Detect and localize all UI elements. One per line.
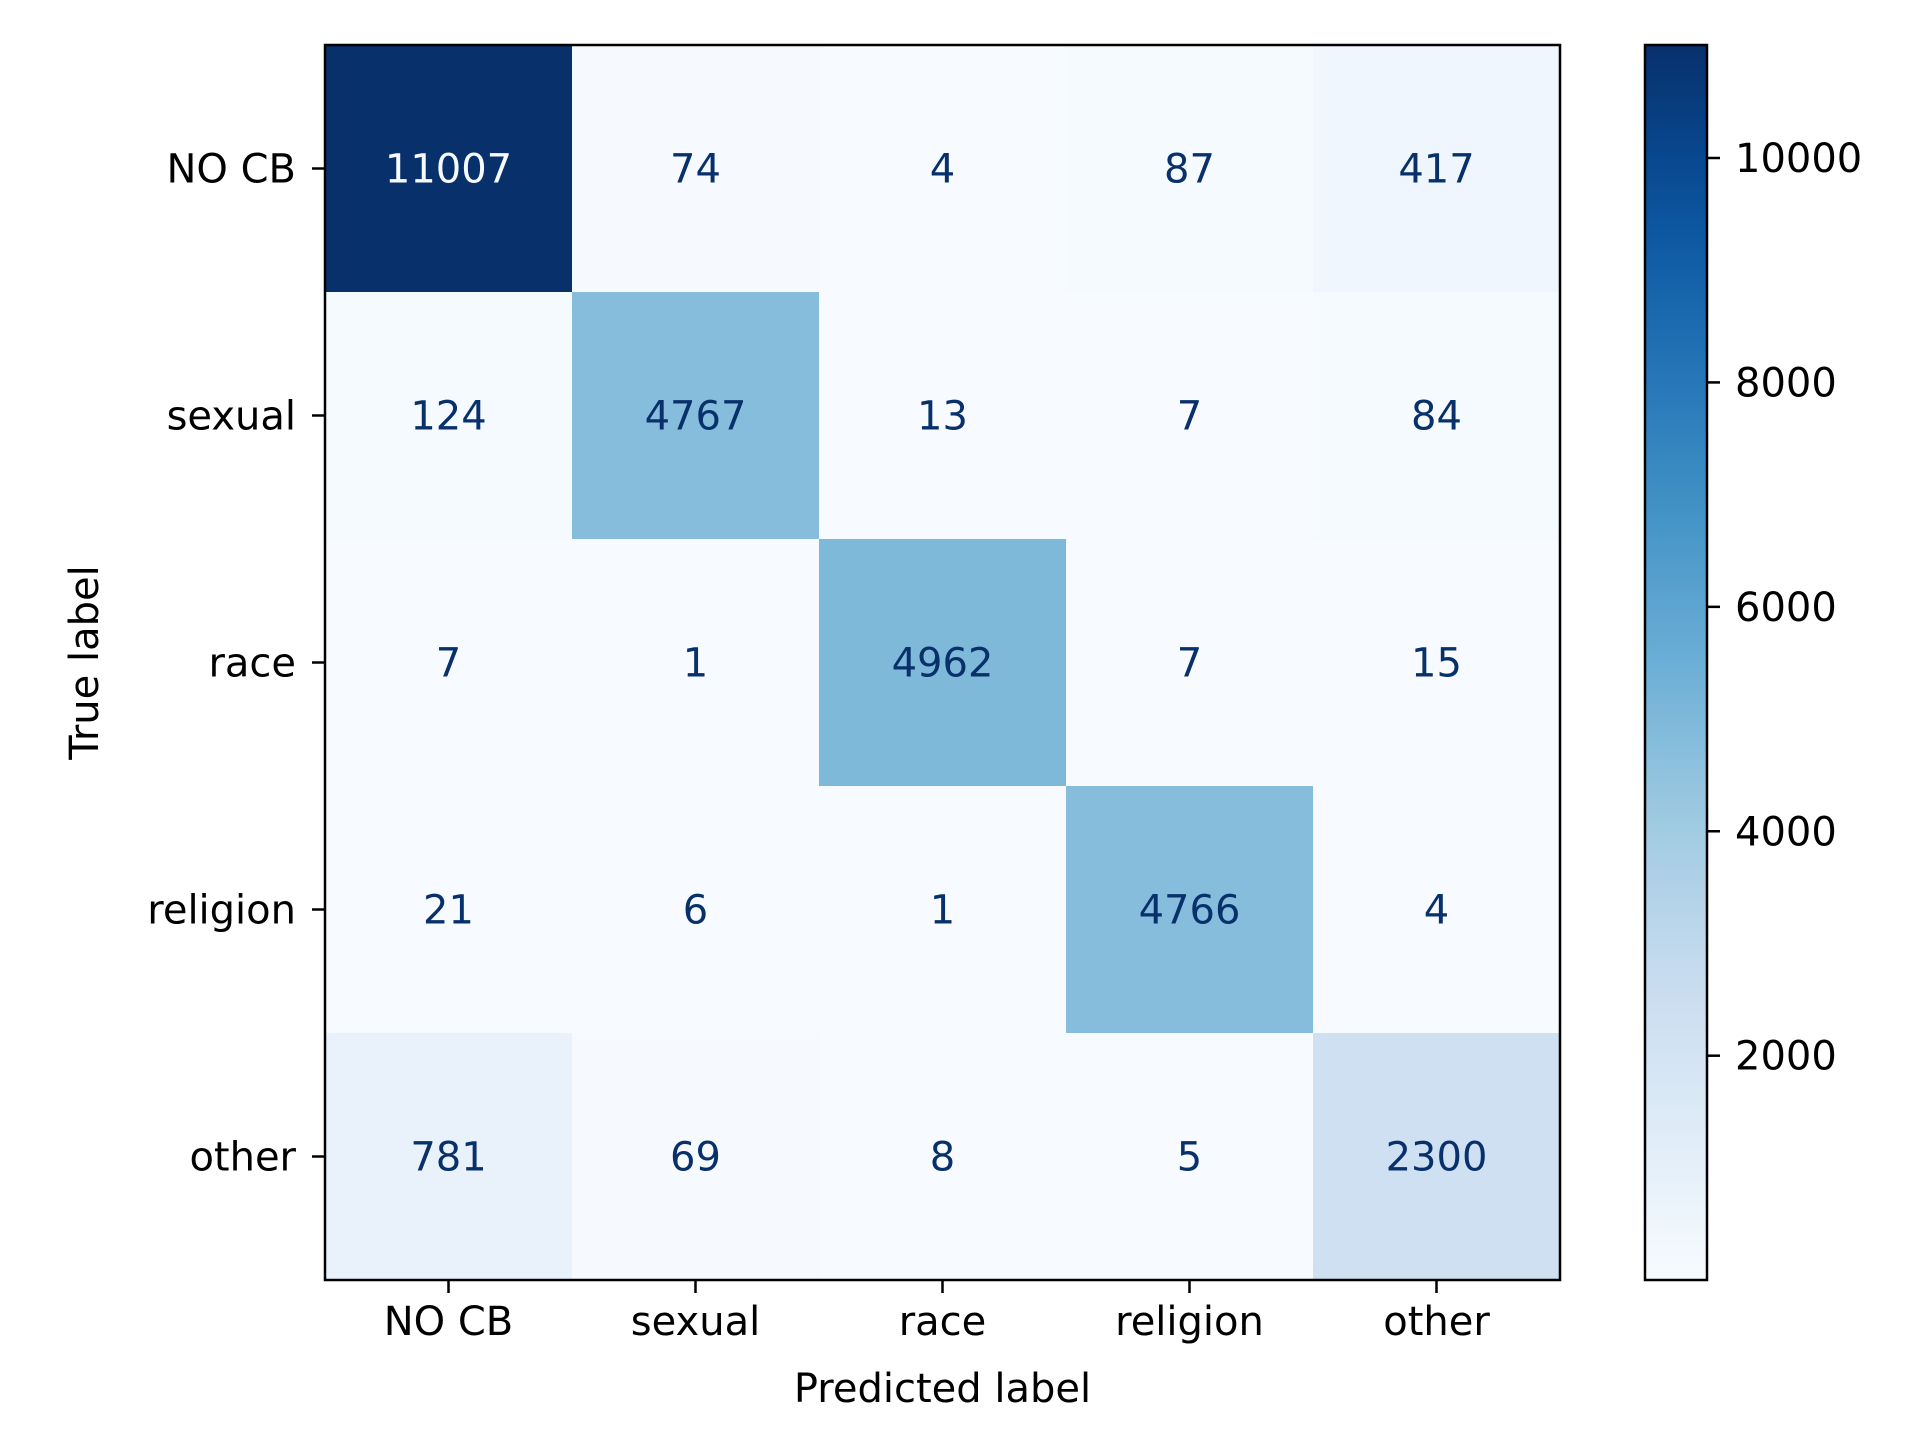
colorbar-tick-label: 2000 <box>1735 1034 1837 1080</box>
y-tick-label: other <box>189 1135 296 1181</box>
y-tick-label: sexual <box>167 394 296 440</box>
cell-value-label: 1 <box>683 641 708 687</box>
heatmap-cell <box>1066 1033 1314 1281</box>
heatmap-cell <box>1066 539 1314 787</box>
y-tick-label: race <box>208 641 296 687</box>
heatmap-cell <box>819 45 1067 293</box>
y-axis-label: True label <box>62 565 108 760</box>
heatmap-cell <box>572 45 820 293</box>
x-axis-ticks: NO CB sexual race religion other <box>384 1280 1490 1345</box>
heatmap-cell <box>1313 539 1561 787</box>
x-tick-label: race <box>899 1299 987 1345</box>
cell-value-label: 15 <box>1411 641 1462 687</box>
cell-value-label: 69 <box>670 1135 721 1181</box>
x-axis-label: Predicted label <box>794 1366 1091 1412</box>
cell-value-label: 11007 <box>385 147 512 193</box>
cell-value-label: 417 <box>1398 147 1474 193</box>
colorbar: 2000 4000 6000 8000 10000 <box>1643 43 1862 1282</box>
heatmap-cell <box>1066 786 1314 1034</box>
cell-value-label: 7 <box>436 641 461 687</box>
heatmap-cell <box>819 1033 1067 1281</box>
cell-value-label: 4767 <box>645 394 747 440</box>
cell-value-label: 74 <box>670 147 721 193</box>
heatmap-cell <box>819 539 1067 787</box>
x-tick-label: religion <box>1115 1299 1264 1345</box>
heatmap-cell <box>572 786 820 1034</box>
cell-value-label: 781 <box>410 1135 486 1181</box>
cell-value-label: 87 <box>1164 147 1215 193</box>
cell-value-label: 124 <box>410 394 486 440</box>
cell-value-label: 4962 <box>892 641 994 687</box>
cell-value-label: 6 <box>683 888 708 934</box>
heatmap-cell <box>325 539 573 787</box>
heatmap-cell <box>572 292 820 540</box>
colorbar-tick-label: 6000 <box>1735 585 1837 631</box>
cell-value-label: 84 <box>1411 394 1462 440</box>
cell-value-label: 8 <box>930 1135 955 1181</box>
colorbar-gradient <box>1643 43 1709 1282</box>
heatmap-cell <box>325 786 573 1034</box>
cell-value-label: 4 <box>930 147 955 193</box>
x-tick-label: sexual <box>631 1299 760 1345</box>
cell-value-label: 4766 <box>1139 888 1241 934</box>
heatmap-cell <box>1313 786 1561 1034</box>
cell-value-label: 7 <box>1177 641 1202 687</box>
heatmap-cell <box>325 45 573 293</box>
colorbar-tick-label: 10000 <box>1735 136 1862 182</box>
cell-value-label: 1 <box>930 888 955 934</box>
heatmap-cell <box>1066 292 1314 540</box>
colorbar-tick-label: 4000 <box>1735 809 1837 855</box>
heatmap-cell <box>1066 45 1314 293</box>
heatmap-cell <box>1313 1033 1561 1281</box>
cell-value-label: 2300 <box>1386 1135 1488 1181</box>
cell-value-label: 5 <box>1177 1135 1202 1181</box>
colorbar-tick-label: 8000 <box>1735 360 1837 406</box>
cell-value-label: 7 <box>1177 394 1202 440</box>
heatmap-cell <box>1313 45 1561 293</box>
heatmap-cell <box>325 292 573 540</box>
x-tick-label: other <box>1383 1299 1490 1345</box>
heatmap-cell <box>325 1033 573 1281</box>
cell-value-label: 13 <box>917 394 968 440</box>
heatmap-cells <box>325 45 1561 1281</box>
y-tick-label: religion <box>147 888 296 934</box>
cell-value-label: 4 <box>1424 888 1449 934</box>
heatmap-cell <box>819 786 1067 1034</box>
heatmap-cell <box>1313 292 1561 540</box>
heatmap-cell <box>572 539 820 787</box>
heatmap-cell <box>572 1033 820 1281</box>
cell-value-label: 21 <box>423 888 474 934</box>
y-axis-ticks: NO CB sexual race religion other <box>147 147 325 1181</box>
x-tick-label: NO CB <box>384 1299 514 1345</box>
y-tick-label: NO CB <box>167 147 297 193</box>
heatmap-cell <box>819 292 1067 540</box>
